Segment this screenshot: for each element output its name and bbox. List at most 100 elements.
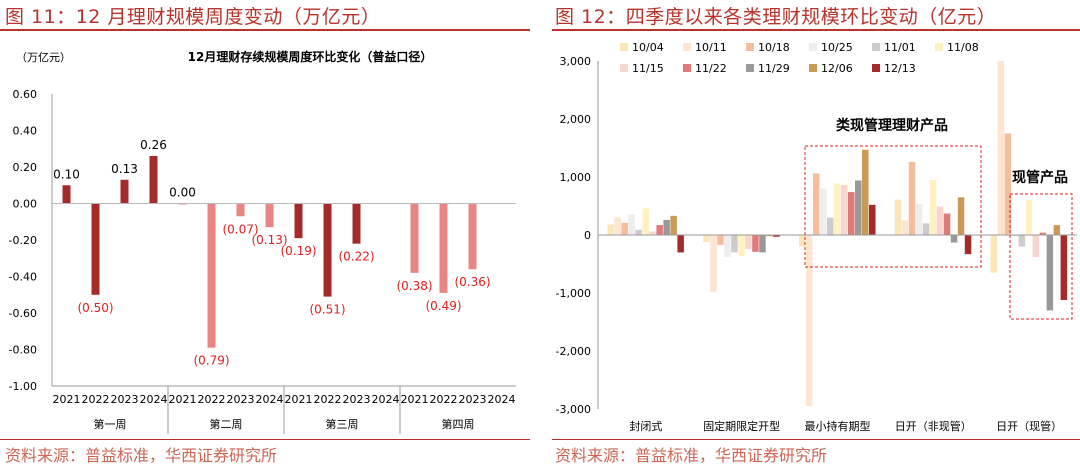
legend-label: 11/01 xyxy=(884,41,916,54)
left-year-label: 2024 xyxy=(140,393,168,406)
left-year-label: 2021 xyxy=(401,393,429,406)
left-y-tick-label: -0.80 xyxy=(9,344,37,357)
right-y-tick-label: 2,000 xyxy=(560,113,592,126)
legend-label: 12/06 xyxy=(821,62,853,75)
right-figure-title: 图 12：四季度以来各类理财规模环比变动（亿元） xyxy=(555,6,997,28)
annotation-label-quasi-mmf: 类现管理理财产品 xyxy=(836,117,948,134)
left-year-label: 2022 xyxy=(82,393,110,406)
left-y-tick-label: 0.60 xyxy=(13,88,38,101)
annotation-box-mmf xyxy=(1009,193,1073,320)
right-bar xyxy=(649,231,656,235)
left-year-label: 2021 xyxy=(53,393,81,406)
right-bar xyxy=(670,215,677,235)
right-bar xyxy=(607,224,614,235)
right-bar xyxy=(731,235,738,253)
left-bar xyxy=(120,179,129,204)
right-bar xyxy=(628,214,635,235)
legend-swatch xyxy=(683,64,691,72)
left-bar xyxy=(207,203,216,348)
left-unit-label: （万亿元） xyxy=(16,51,71,64)
right-bar xyxy=(855,180,862,235)
legend-swatch xyxy=(746,43,754,51)
left-data-label: (0.07) xyxy=(222,222,258,236)
left-year-label: 2022 xyxy=(198,393,226,406)
left-bar xyxy=(468,203,477,270)
left-data-label: 0.10 xyxy=(53,167,80,181)
right-bar xyxy=(922,223,930,235)
right-category-label: 封闭式 xyxy=(629,419,662,433)
right-bar xyxy=(950,235,958,243)
right-bar xyxy=(820,188,827,235)
right-bar xyxy=(773,235,780,237)
legend-swatch xyxy=(872,43,880,51)
right-bar xyxy=(908,161,916,235)
legend-label: 11/22 xyxy=(695,62,727,75)
right-title-rule xyxy=(552,29,1080,31)
left-year-label: 2024 xyxy=(488,393,516,406)
right-y-tick-label: -1,000 xyxy=(556,287,591,300)
legend-label: 11/15 xyxy=(632,62,664,75)
right-y-tick-label: 0 xyxy=(584,229,591,242)
left-bar xyxy=(439,203,448,293)
left-group-label: 第三周 xyxy=(326,417,359,431)
left-y-tick-label: -1.00 xyxy=(9,380,37,393)
left-bar xyxy=(265,203,274,228)
left-data-label: (0.50) xyxy=(77,301,113,315)
right-bar xyxy=(710,235,717,292)
legend-swatch xyxy=(683,43,691,51)
right-bar xyxy=(1018,235,1026,247)
legend-swatch xyxy=(872,64,880,72)
left-year-label: 2023 xyxy=(459,393,487,406)
left-bar xyxy=(352,203,361,244)
right-bar xyxy=(869,204,876,235)
left-bar xyxy=(91,203,100,295)
right-bar xyxy=(990,235,998,273)
left-y-tick-label: 0.40 xyxy=(13,125,38,138)
left-year-label: 2022 xyxy=(314,393,342,406)
right-bar xyxy=(813,173,820,235)
right-bar xyxy=(621,222,628,235)
right-bar xyxy=(1032,235,1040,258)
right-bar xyxy=(848,192,855,235)
right-bar xyxy=(943,213,951,235)
right-bar xyxy=(738,235,745,256)
left-bottom-rule xyxy=(0,439,530,440)
left-y-tick-label: -0.40 xyxy=(9,271,37,284)
right-y-tick-label: -2,000 xyxy=(556,345,591,358)
right-bar xyxy=(663,219,670,235)
left-data-label: (0.36) xyxy=(454,275,490,289)
right-bar xyxy=(799,235,806,247)
right-bar xyxy=(957,197,965,235)
legend-swatch xyxy=(935,43,943,51)
right-bar xyxy=(724,235,731,258)
right-bar xyxy=(936,206,944,235)
left-bar xyxy=(149,156,158,204)
right-bar xyxy=(703,235,710,242)
right-bar xyxy=(642,208,649,235)
legend-label: 11/08 xyxy=(947,41,979,54)
left-bar xyxy=(294,203,303,239)
right-category-label: 日开（现管） xyxy=(996,419,1062,433)
left-data-label: (0.22) xyxy=(338,250,374,264)
right-y-tick-label: 3,000 xyxy=(560,55,592,68)
left-data-label: (0.49) xyxy=(425,299,461,313)
right-bar xyxy=(929,179,937,235)
right-bar xyxy=(1004,133,1012,235)
right-bar xyxy=(1025,200,1033,235)
left-title-rule xyxy=(0,29,530,31)
right-bar xyxy=(841,185,848,235)
right-category-label: 固定期限定开型 xyxy=(703,419,780,433)
left-year-label: 2021 xyxy=(285,393,313,406)
right-bar xyxy=(677,235,684,253)
legend-label: 10/18 xyxy=(758,41,790,54)
left-data-label: (0.79) xyxy=(193,354,229,368)
right-source: 资料来源：普益标准，华西证券研究所 xyxy=(555,446,828,465)
legend-label: 10/25 xyxy=(821,41,853,54)
left-data-label: (0.19) xyxy=(280,244,316,258)
left-data-label: 0.13 xyxy=(111,162,138,176)
left-year-label: 2023 xyxy=(227,393,255,406)
left-data-label: (0.38) xyxy=(396,279,432,293)
annotation-label-mmf: 现管产品 xyxy=(1012,169,1068,186)
legend-swatch xyxy=(620,43,628,51)
right-bar xyxy=(1053,225,1061,235)
